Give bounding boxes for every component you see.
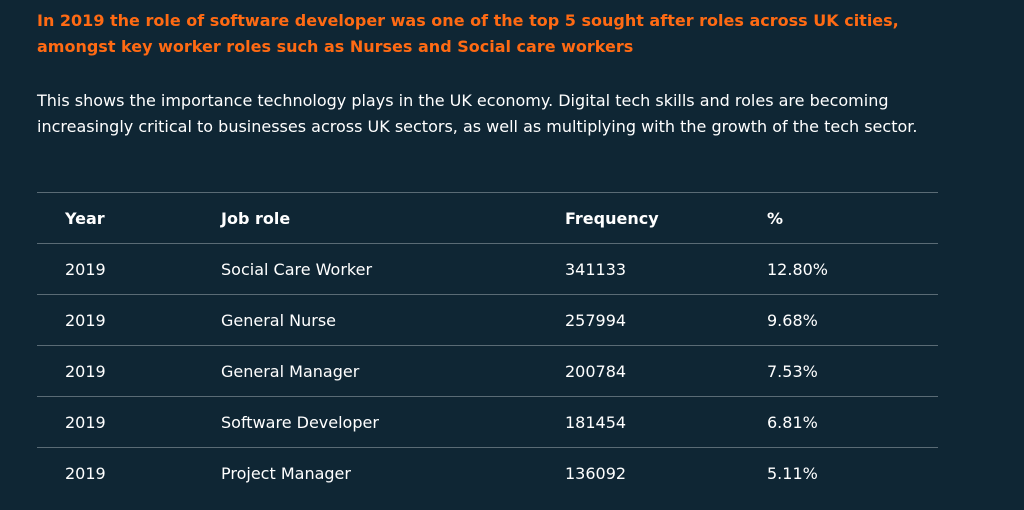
header-year: Year: [37, 192, 221, 244]
cell-job-role: Project Manager: [221, 447, 565, 498]
table-row: 2019 General Manager 200784 7.53%: [37, 345, 938, 397]
cell-year: 2019: [37, 345, 221, 397]
cell-percent: 9.68%: [767, 294, 938, 346]
header-frequency: Frequency: [565, 192, 767, 244]
cell-job-role: Social Care Worker: [221, 243, 565, 295]
cell-year: 2019: [37, 294, 221, 346]
cell-job-role: General Manager: [221, 345, 565, 397]
cell-frequency: 257994: [565, 294, 767, 346]
cell-job-role: General Nurse: [221, 294, 565, 346]
table-row: 2019 Software Developer 181454 6.81%: [37, 396, 938, 448]
job-roles-table: Year Job role Frequency % 2019 Social Ca…: [37, 192, 938, 498]
cell-year: 2019: [37, 396, 221, 448]
table-row: 2019 Project Manager 136092 5.11%: [37, 447, 938, 498]
cell-percent: 5.11%: [767, 447, 938, 498]
cell-year: 2019: [37, 243, 221, 295]
header-job-role: Job role: [221, 192, 565, 244]
cell-percent: 12.80%: [767, 243, 938, 295]
header-percent: %: [767, 192, 938, 244]
cell-year: 2019: [37, 447, 221, 498]
cell-percent: 7.53%: [767, 345, 938, 397]
headline: In 2019 the role of software developer w…: [37, 11, 899, 56]
table-header-row: Year Job role Frequency %: [37, 192, 938, 244]
table-row: 2019 General Nurse 257994 9.68%: [37, 294, 938, 346]
intro-paragraph: This shows the importance technology pla…: [37, 91, 918, 136]
cell-frequency: 200784: [565, 345, 767, 397]
cell-frequency: 136092: [565, 447, 767, 498]
cell-job-role: Software Developer: [221, 396, 565, 448]
table-row: 2019 Social Care Worker 341133 12.80%: [37, 243, 938, 295]
cell-frequency: 341133: [565, 243, 767, 295]
cell-frequency: 181454: [565, 396, 767, 448]
cell-percent: 6.81%: [767, 396, 938, 448]
